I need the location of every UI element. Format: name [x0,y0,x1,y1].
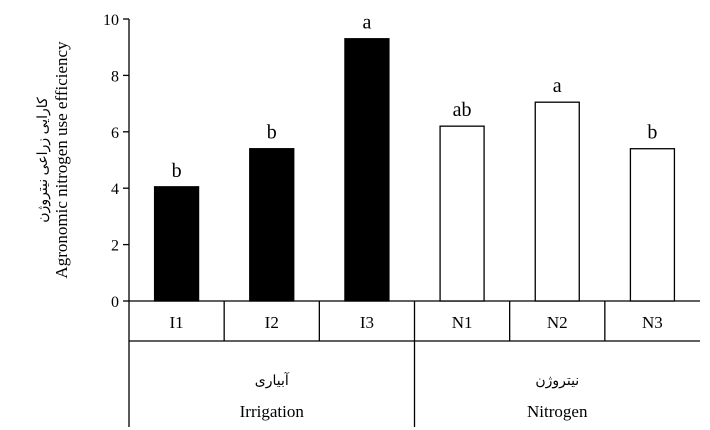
y-ticks: 0 2 4 6 8 10 [103,12,129,311]
bars [153,38,676,302]
bar-n3 [629,148,676,302]
significance-letter: ab [453,99,472,121]
x-tick-label: N1 [452,313,473,332]
group-label-persian: نیتروژن [535,374,579,389]
significance-letter: b [647,122,657,144]
axes [128,19,700,427]
bar-n1 [439,125,485,302]
x-tick-label: N3 [642,313,663,332]
significance-letter: b [172,160,182,182]
y-tick-label: 2 [111,238,119,255]
y-axis-title: Agronomic nitrogen use efficiency کارایی… [36,41,71,279]
group-label: Irrigation [240,402,305,421]
y-tick-label: 10 [103,12,119,29]
y-tick-label: 8 [111,68,119,85]
x-tick-label: N2 [547,313,568,332]
x-tick-label: I3 [360,313,374,332]
category-labels: I1 I2 I3 N1 N2 N3 [169,313,662,332]
group-label: Nitrogen [527,402,588,421]
y-tick-label: 4 [111,181,119,198]
group-labels: آبیاری Irrigation نیتروژن Nitrogen [240,371,588,421]
y-tick-label: 6 [111,125,119,142]
x-tick-label: I1 [169,313,183,332]
y-tick-label: 0 [111,294,119,311]
bar-i1 [153,186,200,302]
bar-i3 [344,38,390,302]
x-tick-label: I2 [265,313,279,332]
y-axis-label-persian: کارایی زراعی نیتروژن [36,97,51,223]
significance-letter: a [362,12,371,34]
bar-i2 [249,148,295,302]
bar-n2 [534,101,580,302]
group-label-persian: آبیاری [255,371,290,389]
y-axis-label: Agronomic nitrogen use efficiency [52,41,71,279]
significance-letter: b [267,122,277,144]
significance-letter: a [553,75,562,97]
